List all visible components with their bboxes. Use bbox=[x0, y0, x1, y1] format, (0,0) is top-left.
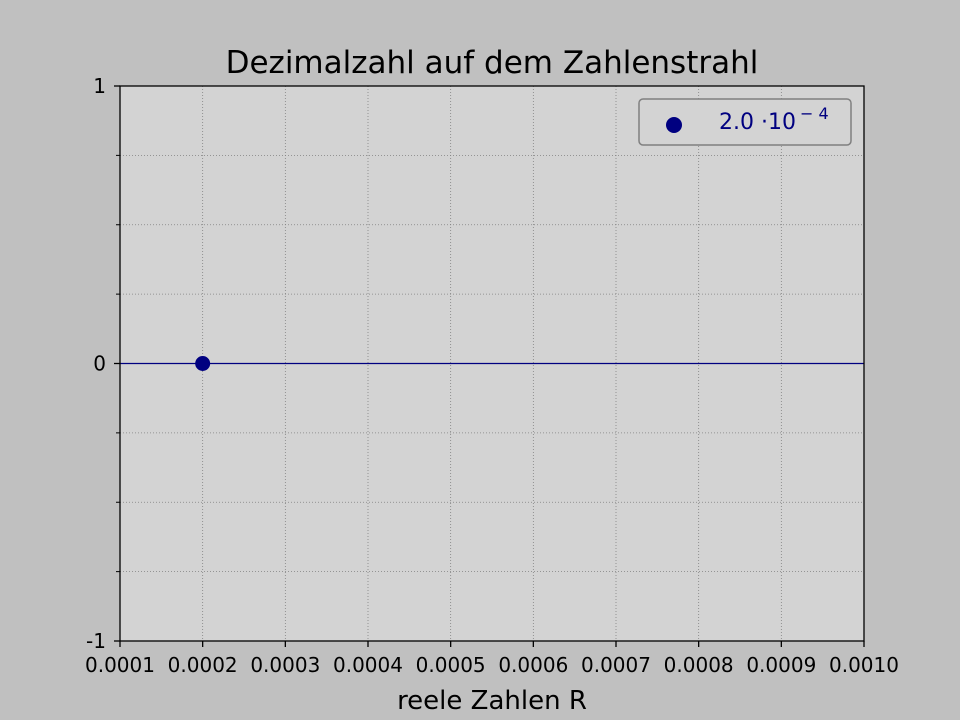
legend-label-base: 2.0 ·10 bbox=[719, 110, 796, 135]
x-tick-label: 0.0004 bbox=[333, 653, 403, 677]
x-tick-label: 0.0008 bbox=[664, 653, 734, 677]
x-tick-label: 0.0010 bbox=[829, 653, 899, 677]
x-tick-label: 0.0002 bbox=[168, 653, 238, 677]
x-tick-label: 0.0009 bbox=[746, 653, 816, 677]
data-point bbox=[195, 356, 211, 371]
legend-marker bbox=[666, 117, 682, 133]
x-tick-label: 0.0006 bbox=[498, 653, 568, 677]
chart-title: Dezimalzahl auf dem Zahlenstrahl bbox=[226, 45, 759, 81]
x-tick-label: 0.0003 bbox=[250, 653, 320, 677]
y-tick-label: -1 bbox=[86, 629, 106, 653]
x-tick-label: 0.0005 bbox=[416, 653, 486, 677]
y-tick-label: 0 bbox=[93, 352, 106, 376]
axis-ticks: 0.0001 0.0002 0.0003 0.0004 0.0005 0.0006 0.00… bbox=[85, 74, 899, 677]
legend: 2.0 ·10− 4 bbox=[638, 98, 852, 146]
x-axis-label: reele Zahlen R bbox=[397, 686, 587, 716]
x-tick-label: 0.0007 bbox=[581, 653, 651, 677]
legend-label-exponent: − 4 bbox=[800, 104, 829, 123]
x-tick-label: 0.0001 bbox=[85, 653, 155, 677]
legend-box bbox=[638, 98, 852, 146]
legend-label: 2.0 ·10− 4 bbox=[719, 104, 829, 135]
y-tick-label: 1 bbox=[93, 74, 106, 98]
data-points bbox=[195, 356, 211, 371]
